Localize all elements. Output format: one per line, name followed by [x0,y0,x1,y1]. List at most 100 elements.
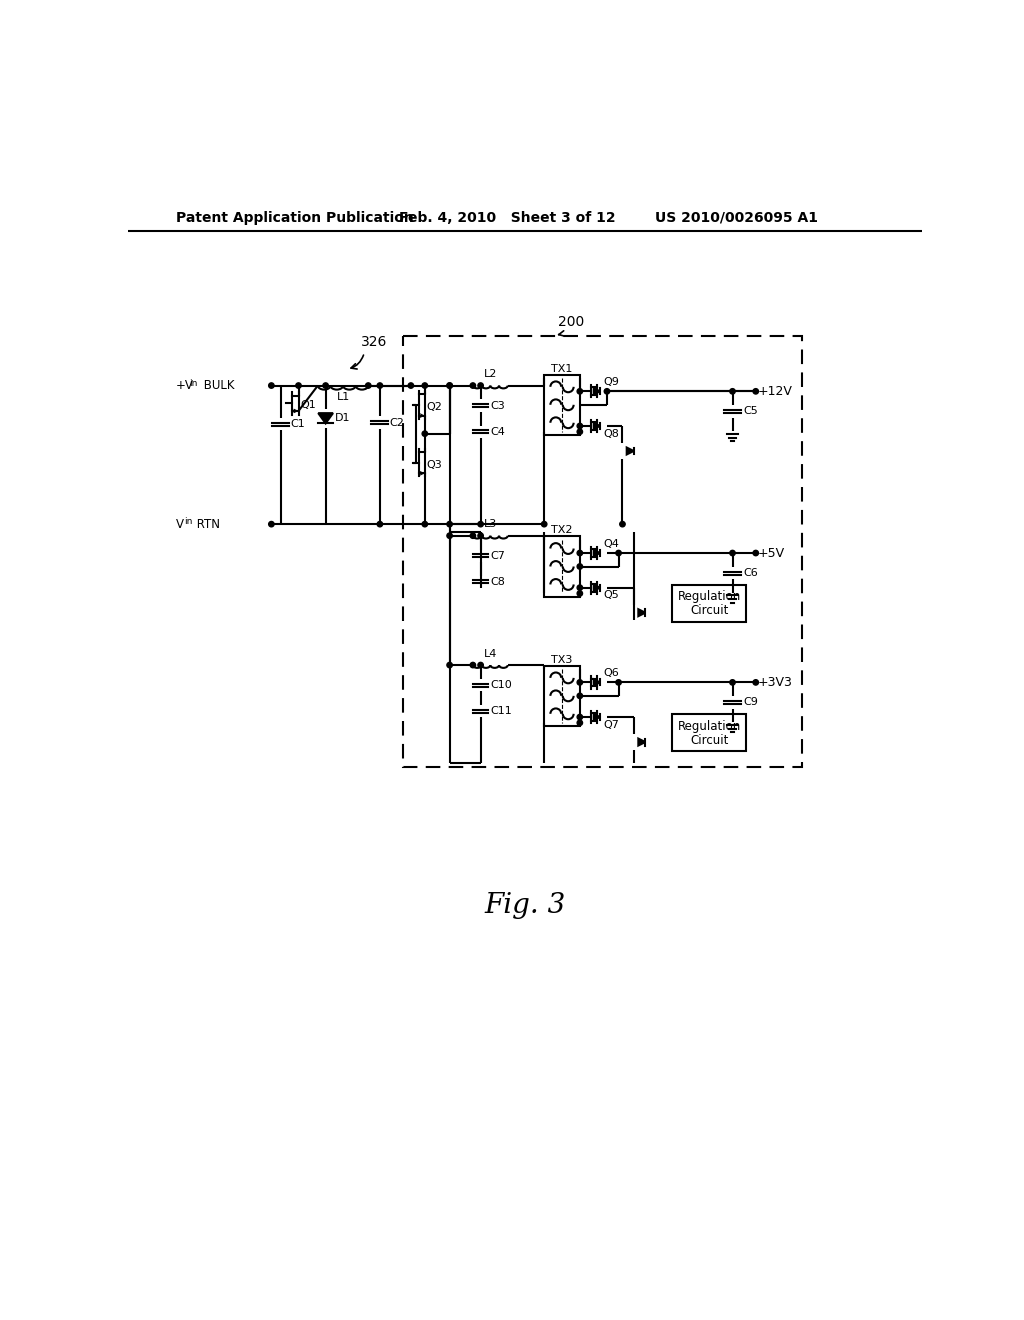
Circle shape [730,680,735,685]
Circle shape [446,533,453,539]
Polygon shape [627,447,634,454]
Polygon shape [638,610,645,616]
Circle shape [753,680,759,685]
Text: C7: C7 [489,550,505,561]
Text: +12V: +12V [758,385,793,397]
Bar [673,714,746,751]
Circle shape [446,521,453,527]
Text: L1: L1 [337,392,349,403]
Text: C2: C2 [389,417,404,428]
Text: Fig. 3: Fig. 3 [484,892,565,919]
Text: Q2: Q2 [426,403,442,412]
Circle shape [578,550,583,556]
Circle shape [409,383,414,388]
Text: L4: L4 [483,648,497,659]
Circle shape [578,388,583,395]
Bar [544,375,580,434]
Polygon shape [594,680,600,685]
Text: BULK: BULK [200,379,234,392]
Circle shape [542,521,547,527]
Circle shape [422,430,428,437]
Circle shape [478,663,483,668]
Text: Q5: Q5 [603,590,618,601]
Text: in: in [183,517,193,527]
Text: Q8: Q8 [603,429,618,438]
Circle shape [377,383,383,388]
Circle shape [268,521,274,527]
Circle shape [578,429,583,434]
Circle shape [578,564,583,569]
Circle shape [578,591,583,597]
Circle shape [730,550,735,556]
Text: L3: L3 [483,519,497,529]
Text: C11: C11 [489,706,512,717]
Circle shape [323,383,329,388]
Circle shape [604,388,609,395]
Text: C6: C6 [743,568,758,578]
Text: C3: C3 [489,400,505,411]
Text: L2: L2 [483,370,497,379]
Polygon shape [594,422,600,429]
Text: US 2010/0026095 A1: US 2010/0026095 A1 [655,211,818,224]
Text: C8: C8 [489,577,505,587]
Circle shape [470,533,475,539]
Text: Q7: Q7 [603,719,618,730]
Circle shape [366,383,371,388]
Text: +5V: +5V [758,546,785,560]
Text: V: V [176,517,184,531]
Bar [673,585,746,622]
Circle shape [268,383,274,388]
Circle shape [446,383,453,388]
Bar [544,536,580,597]
Text: Q3: Q3 [426,459,442,470]
Text: Circuit: Circuit [690,734,728,747]
Circle shape [470,663,475,668]
Polygon shape [594,388,600,395]
Circle shape [615,680,622,685]
Text: Q4: Q4 [603,539,618,549]
Circle shape [478,521,483,527]
Text: C1: C1 [291,418,305,429]
Text: TX2: TX2 [551,525,572,536]
Circle shape [578,693,583,698]
Circle shape [615,550,622,556]
Circle shape [422,521,428,527]
Circle shape [470,383,475,388]
Text: Q1: Q1 [300,400,315,409]
Text: +V: +V [176,379,194,392]
Circle shape [753,388,759,395]
Circle shape [578,680,583,685]
Circle shape [478,383,483,388]
Text: Q9: Q9 [603,378,618,387]
Bar [403,335,802,767]
Circle shape [478,533,483,539]
Text: 326: 326 [360,335,387,350]
Polygon shape [318,413,333,424]
Circle shape [578,424,583,429]
Text: Regulation: Regulation [678,719,741,733]
Text: TX3: TX3 [551,655,572,665]
Polygon shape [594,585,600,591]
Circle shape [578,714,583,719]
Circle shape [446,383,453,388]
Text: Circuit: Circuit [690,605,728,618]
Text: C4: C4 [489,426,505,437]
Text: 200: 200 [558,315,585,330]
Text: C9: C9 [743,697,758,708]
Circle shape [578,721,583,726]
Circle shape [377,521,383,527]
Text: Patent Application Publication: Patent Application Publication [176,211,414,224]
Circle shape [446,663,453,668]
Polygon shape [594,550,600,556]
Text: in: in [189,379,198,388]
Circle shape [296,383,301,388]
Circle shape [578,585,583,590]
Bar [544,665,580,726]
Text: RTN: RTN [194,517,220,531]
Circle shape [620,521,626,527]
Text: Q6: Q6 [603,668,618,678]
Text: TX1: TX1 [551,363,572,374]
Text: C5: C5 [743,407,758,416]
Text: +3V3: +3V3 [758,676,793,689]
Circle shape [753,550,759,556]
